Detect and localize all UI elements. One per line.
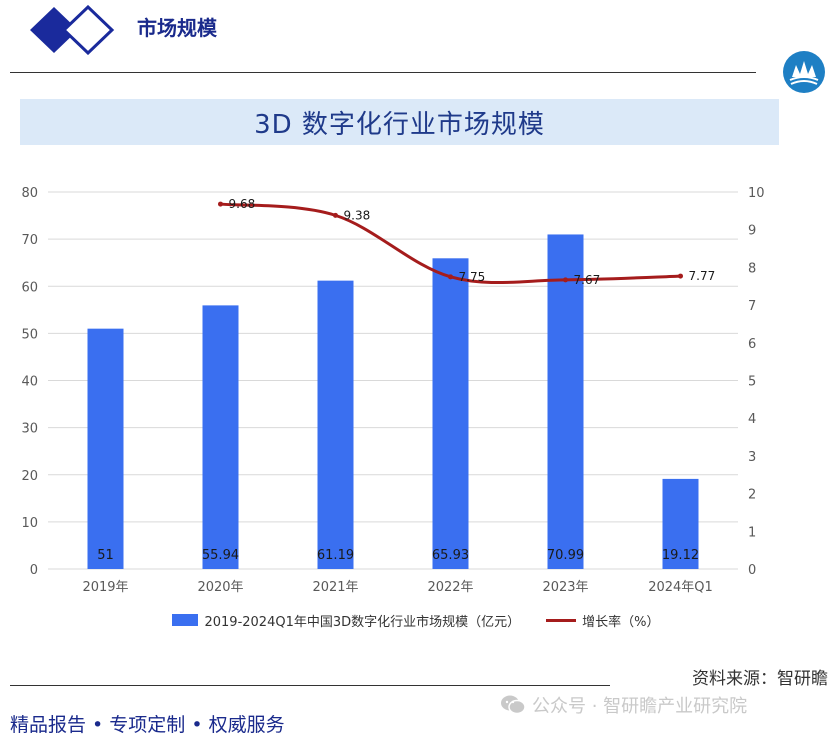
bar [317,280,354,569]
y-left-tick-label: 30 [21,422,38,437]
y-right-tick-label: 10 [748,186,765,201]
combo-chart: 0 10 20 30 40 50 60 70 80 0 1 2 3 4 5 6 7 8 9 10 51 55.94 61.1… [21,186,765,595]
y-right-tick-label: 6 [748,337,756,352]
watermark: 公众号 · 智研瞻产业研究院 [500,692,747,718]
bar [202,305,239,569]
y-right-tick-label: 3 [748,450,756,465]
brand-logo-icon [783,51,825,93]
diamond-logo-icon [30,5,115,55]
footer-divider [10,685,610,686]
legend-line-swatch [546,618,577,622]
growth-rate-point [448,274,453,280]
growth-rate-label: 7.67 [574,273,601,287]
watermark-text: 公众号 · 智研瞻产业研究院 [532,696,748,717]
y-left-tick-label: 80 [21,186,38,201]
bar-value-label: 51 [97,548,114,563]
y-left-tick-label: 60 [21,280,38,295]
growth-rate-label: 7.75 [459,270,486,284]
bar-value-label: 55.94 [202,548,239,563]
y-right-tick-label: 4 [748,412,756,427]
y-left-tick-label: 10 [21,516,38,531]
y-left-tick-label: 0 [30,563,38,578]
x-tick-label: 2021年 [312,580,358,595]
y-right-tick-label: 9 [748,224,756,239]
page-title: 市场规模 [137,16,217,40]
bar-value-label: 19.12 [662,548,699,563]
x-tick-label: 2019年 [82,580,128,595]
growth-rate-point [563,277,568,283]
x-tick-label: 2024年Q1 [648,580,713,595]
y-left-tick-label: 20 [21,469,38,484]
bar [547,234,584,569]
y-left-tick-label: 70 [21,233,38,248]
y-left-tick-label: 40 [21,375,38,390]
growth-rate-point [218,201,223,207]
chart-legend: 2019-2024Q1年中国3D数字化行业市场规模（亿元） 增长率（%） [0,608,832,632]
bar [87,328,124,569]
bar-value-label: 70.99 [547,548,584,563]
bar [432,258,469,569]
growth-rate-label: 9.68 [229,197,256,211]
y-right-tick-label: 7 [748,299,756,314]
wechat-icon [501,695,526,715]
bar [662,478,699,569]
legend-bar-label: 2019-2024Q1年中国3D数字化行业市场规模（亿元） [204,614,521,630]
x-tick-label: 2023年 [542,580,588,595]
y-right-tick-label: 2 [748,488,756,503]
source-note: 资料来源：智研瞻 [692,669,828,689]
x-tick-label: 2020年 [197,580,243,595]
growth-rate-point [678,273,683,279]
y-right-tick-label: 5 [748,375,756,390]
bar-value-label: 65.93 [432,548,469,563]
footer-tagline: 精品报告 • 专项定制 • 权威服务 [10,714,285,736]
header-divider [10,72,756,73]
y-right-tick-label: 1 [748,525,756,540]
x-tick-label: 2022年 [427,580,473,595]
legend-bar-swatch [172,614,199,626]
bar-value-label: 61.19 [317,548,354,563]
y-right-tick-label: 0 [748,563,756,578]
chart-title: 3D 数字化行业市场规模 [254,109,545,140]
chart-title-band: 3D 数字化行业市场规模 [20,99,779,145]
growth-rate-point [333,212,338,218]
growth-rate-label: 9.38 [344,208,371,222]
y-right-tick-label: 8 [748,261,756,276]
growth-rate-label: 7.77 [689,269,716,283]
y-left-tick-label: 50 [21,327,38,342]
legend-line-label: 增长率（%） [582,614,660,630]
